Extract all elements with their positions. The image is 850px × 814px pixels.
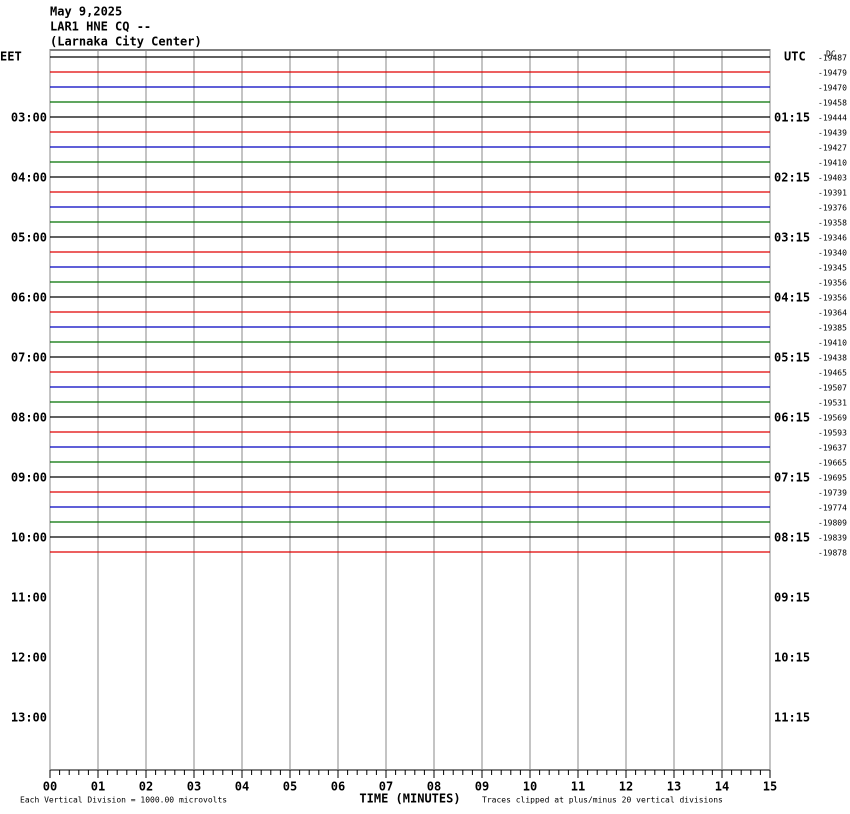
- right-time-label: 01:15: [774, 111, 810, 125]
- left-time-label: 08:00: [11, 411, 47, 425]
- title-line: (Larnaka City Center): [50, 35, 202, 49]
- dc-offset: -19839: [818, 534, 847, 543]
- right-time-label: 10:15: [774, 651, 810, 665]
- right-time-label: 06:15: [774, 411, 810, 425]
- title-line: May 9,2025: [50, 5, 122, 19]
- title-line: LAR1 HNE CQ --: [50, 20, 151, 34]
- dc-offset: -19439: [818, 129, 847, 138]
- right-time-label: 05:15: [774, 351, 810, 365]
- x-tick-label: 00: [43, 780, 57, 794]
- x-tick-label: 08: [427, 780, 441, 794]
- dc-offset: -19809: [818, 519, 847, 528]
- dc-offset: -19345: [818, 264, 847, 273]
- dc-offset: -19479: [818, 69, 847, 78]
- right-zone: UTC: [784, 50, 806, 64]
- dc-offset: -19531: [818, 399, 847, 408]
- left-time-label: 13:00: [11, 711, 47, 725]
- x-tick-label: 04: [235, 780, 249, 794]
- dc-offset: -19444: [818, 114, 847, 123]
- dc-offset: -19410: [818, 159, 847, 168]
- left-time-label: 07:00: [11, 351, 47, 365]
- dc-offset: -19346: [818, 234, 847, 243]
- x-tick-label: 12: [619, 780, 633, 794]
- x-tick-label: 03: [187, 780, 201, 794]
- left-time-label: 12:00: [11, 651, 47, 665]
- x-tick-label: 13: [667, 780, 681, 794]
- dc-offset: -19878: [818, 549, 847, 558]
- dc-offset: -19465: [818, 369, 847, 378]
- dc-offset: -19410: [818, 339, 847, 348]
- left-time-label: 03:00: [11, 111, 47, 125]
- left-time-label: 11:00: [11, 591, 47, 605]
- right-time-label: 03:15: [774, 231, 810, 245]
- dc-offset: -19340: [818, 249, 847, 258]
- left-time-label: 10:00: [11, 531, 47, 545]
- dc-offset: -19358: [818, 219, 847, 228]
- x-tick-label: 09: [475, 780, 489, 794]
- right-time-label: 02:15: [774, 171, 810, 185]
- dc-offset: -19438: [818, 354, 847, 363]
- right-time-label: 09:15: [774, 591, 810, 605]
- left-zone: EET: [0, 50, 22, 64]
- left-time-label: 04:00: [11, 171, 47, 185]
- dc-offset: -19665: [818, 459, 847, 468]
- dc-header: DC: [826, 50, 836, 59]
- right-time-label: 08:15: [774, 531, 810, 545]
- dc-offset: -19458: [818, 99, 847, 108]
- x-tick-label: 01: [91, 780, 105, 794]
- dc-offset: -19695: [818, 474, 847, 483]
- dc-offset: -19487: [818, 54, 847, 63]
- left-time-label: 06:00: [11, 291, 47, 305]
- x-tick-label: 11: [571, 780, 585, 794]
- right-time-label: 11:15: [774, 711, 810, 725]
- clip-note: Traces clipped at plus/minus 20 vertical…: [482, 796, 723, 805]
- x-tick-label: 02: [139, 780, 153, 794]
- dc-offset: -19774: [818, 504, 847, 513]
- right-time-label: 07:15: [774, 471, 810, 485]
- x-tick-label: 10: [523, 780, 537, 794]
- x-tick-label: 15: [763, 780, 777, 794]
- dc-offset: -19403: [818, 174, 847, 183]
- plot-frame: [49, 49, 771, 771]
- dc-offset: -19391: [818, 189, 847, 198]
- dc-offset: -19376: [818, 204, 847, 213]
- x-tick-label: 07: [379, 780, 393, 794]
- dc-offset: -19739: [818, 489, 847, 498]
- dc-offset: -19507: [818, 384, 847, 393]
- dc-offset: -19356: [818, 294, 847, 303]
- dc-offset: -19470: [818, 84, 847, 93]
- scale-note: Each Vertical Division = 1000.00 microvo…: [20, 796, 227, 805]
- right-time-label: 04:15: [774, 291, 810, 305]
- dc-offset: -19385: [818, 324, 847, 333]
- x-tick-label: 14: [715, 780, 729, 794]
- x-axis-label: TIME (MINUTES): [359, 792, 460, 806]
- left-time-label: 09:00: [11, 471, 47, 485]
- dc-offset: -19427: [818, 144, 847, 153]
- x-tick-label: 06: [331, 780, 345, 794]
- x-tick-label: 05: [283, 780, 297, 794]
- left-time-label: 05:00: [11, 231, 47, 245]
- dc-offset: -19356: [818, 279, 847, 288]
- dc-offset: -19637: [818, 444, 847, 453]
- dc-offset: -19593: [818, 429, 847, 438]
- dc-offset: -19569: [818, 414, 847, 423]
- dc-offset: -19364: [818, 309, 847, 318]
